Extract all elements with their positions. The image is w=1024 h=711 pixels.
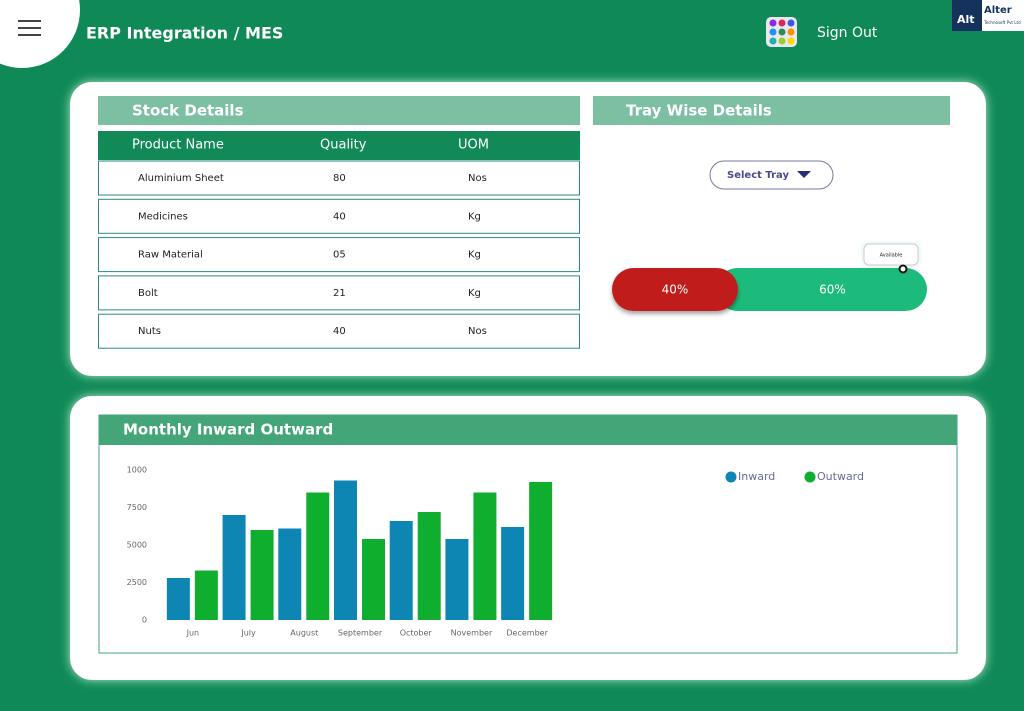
bar [166,578,190,620]
table-row [98,160,580,196]
stock-title: Stock Details [132,102,244,120]
y-tick-label: 5000 [127,541,147,550]
table-cell: 05 [333,250,346,261]
table-cell: 80 [333,173,346,184]
table-cell: Kg [468,250,481,261]
bar [334,480,357,620]
table-cell: Raw Material [138,250,203,261]
tray-header [593,96,950,125]
logo-subtitle: Technosoft Pvt Ltd [983,20,1021,25]
bar [222,515,246,620]
x-tick-label: September [338,629,383,638]
stock-table: Product Name Quality UOM Aluminium Sheet 80 N… [98,138,580,349]
legend-label: Inward [738,470,775,483]
logo-name: Alter [984,5,1012,16]
column-header: Product Name [132,138,224,153]
chart-title: Monthly Inward Outward [123,421,333,439]
tooltip-label: Available [880,253,903,259]
apps-icon[interactable] [766,17,797,47]
x-tick-label: November [451,629,493,638]
table-cell: 40 [333,326,346,337]
menu-bubble [0,0,80,68]
x-tick-label: October [400,629,433,638]
bar [389,521,413,620]
table-row [98,237,580,273]
column-header: UOM [458,138,489,153]
table-cell: Aluminium Sheet [138,173,224,184]
table-cell: Kg [468,211,481,222]
table-cell: Nuts [138,326,161,337]
legend-label: Outward [817,470,864,483]
chart-header [99,415,957,445]
tray-segment [716,268,927,311]
table-cell: Bolt [138,288,158,299]
legend-swatch [725,471,737,483]
bar [445,539,469,620]
table-cell: Kg [468,288,481,299]
table-cell: Medicines [138,211,188,222]
y-tick-label: 7500 [127,503,147,512]
tray-title: Tray Wise Details [626,102,772,120]
tray-bar: 60% 40% [612,268,927,311]
x-tick-label: July [240,629,256,638]
bar [501,527,525,620]
y-tick-label: 1000 [127,466,147,475]
stock-header [98,96,580,125]
x-tick-label: December [506,629,548,638]
sign-out[interactable]: Sign Out [817,25,878,41]
bar [362,539,385,620]
bar [417,512,441,620]
bar [278,528,302,620]
tray-label: 60% [819,283,846,297]
x-tick-label: Jun [186,629,200,638]
table-header [98,131,580,160]
logo: Alt Alter Technosoft Pvt Ltd [952,0,1024,31]
select-tray[interactable]: Select Tray [709,160,834,190]
tray-label: 40% [662,283,689,297]
table-cell: 21 [333,288,346,299]
tooltip: Available [863,243,919,274]
bar [194,570,218,620]
menu-button[interactable] [18,20,41,36]
logo-mark: Alt [957,13,975,26]
table-cell: 40 [333,211,346,222]
table-row [98,198,580,234]
y-tick-label: 2500 [127,578,147,587]
page-title: ERP Integration / MES [86,24,283,43]
table-cell: Nos [468,326,487,337]
bar-chart: 0 2500 5000 7500 1000 Jun July August September O… [127,466,864,638]
bar [529,482,553,620]
x-tick-label: August [290,629,318,638]
bar [306,492,330,620]
bar [473,492,497,620]
legend-swatch [804,471,816,483]
select-label: Select Tray [727,170,789,181]
y-tick-label: 0 [142,616,147,625]
bar [250,530,274,620]
column-header: Quality [320,138,367,153]
table-row [98,275,580,311]
tray-segment [612,268,738,311]
table-row [98,313,580,349]
table-cell: Nos [468,173,487,184]
